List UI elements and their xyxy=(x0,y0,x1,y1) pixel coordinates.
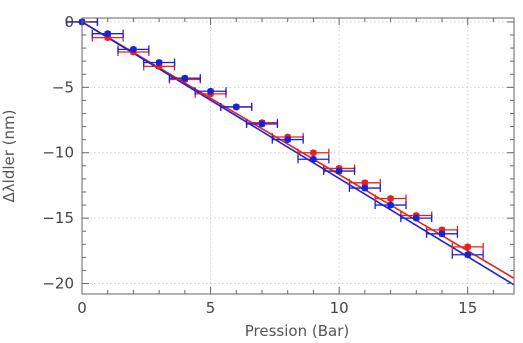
y-tick-label: 0 xyxy=(64,13,74,31)
red-data-point xyxy=(361,179,369,187)
blue-data-point xyxy=(104,30,112,38)
blue-data-point xyxy=(207,87,214,95)
red-data-point xyxy=(464,243,472,251)
y-tick-label: −10 xyxy=(42,144,74,162)
blue-data-point xyxy=(232,103,240,111)
blue-data-point xyxy=(310,155,317,163)
blue-data-point xyxy=(438,230,446,238)
data-points xyxy=(78,18,472,259)
y-tick-label: −15 xyxy=(42,209,74,227)
blue-data-point xyxy=(155,59,163,66)
blue-data-point xyxy=(387,201,394,209)
tick-labels: 0 5 10 15 0 −5 −10 −15 −20 xyxy=(42,13,477,317)
blue-data-point xyxy=(181,74,189,82)
red-data-point xyxy=(310,149,317,157)
y-axis-label: Δλldler (nm) xyxy=(0,110,18,203)
x-tick-label: 10 xyxy=(330,299,349,317)
blue-data-point xyxy=(361,184,369,192)
plot-frame xyxy=(81,17,515,295)
x-tick-label: 5 xyxy=(206,299,216,317)
red-data-point xyxy=(387,195,394,202)
y-tick-label: −5 xyxy=(52,78,74,96)
blue-data-point xyxy=(258,120,266,128)
blue-data-point xyxy=(284,136,292,144)
x-tick-label: 0 xyxy=(77,299,87,317)
x-axis-label: Pression (Bar) xyxy=(245,322,349,340)
tick-marks xyxy=(81,18,514,294)
blue-data-point xyxy=(412,214,420,222)
x-tick-label: 15 xyxy=(458,299,477,317)
blue-data-point xyxy=(130,45,137,53)
blue-data-point xyxy=(464,251,472,259)
blue-data-point xyxy=(335,167,343,175)
y-tick-label: −20 xyxy=(42,275,74,293)
